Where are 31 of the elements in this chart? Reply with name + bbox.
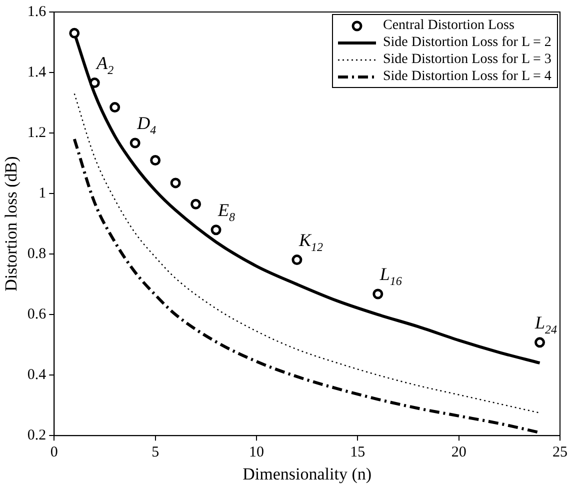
y-tick-label: 0.8: [27, 246, 46, 262]
legend-label: Side Distortion Loss for L = 4: [383, 68, 552, 85]
y-tick-label: 1.6: [27, 4, 47, 20]
x-tick-label: 5: [152, 444, 160, 461]
point: [372, 288, 384, 300]
y-tick-label: 1.2: [27, 124, 46, 141]
y-tick-label: 0.4: [27, 367, 47, 384]
y-tick-label: 0.6: [27, 306, 47, 323]
point: [210, 224, 222, 236]
point: [130, 138, 140, 148]
y-tick-label: 0.2: [27, 428, 46, 444]
legend-label: Side Distortion Loss for L = 3: [383, 51, 552, 68]
legend-label: Central Distortion Loss: [383, 17, 514, 34]
x-tick-label: 20: [451, 444, 466, 461]
y-tick-label: 1.4: [27, 64, 47, 80]
x-tick-label: 10: [248, 444, 264, 461]
point: [534, 337, 546, 348]
x-tick-label: 15: [350, 444, 366, 461]
y-axis-title: Distortion loss (dB): [2, 156, 21, 292]
legend-label: Side Distortion Loss for L = 2: [383, 34, 552, 51]
point: [170, 178, 181, 188]
point: [292, 254, 302, 266]
point: [150, 155, 161, 166]
x-tick-label: 25: [552, 444, 568, 461]
x-axis-title: Dimensionality (n): [242, 464, 372, 484]
x-tick-label: 0: [50, 444, 58, 461]
point: [190, 198, 202, 210]
point: [110, 102, 120, 113]
point: [69, 28, 80, 38]
y-tick-label: 1: [38, 185, 46, 202]
point: [89, 78, 100, 88]
